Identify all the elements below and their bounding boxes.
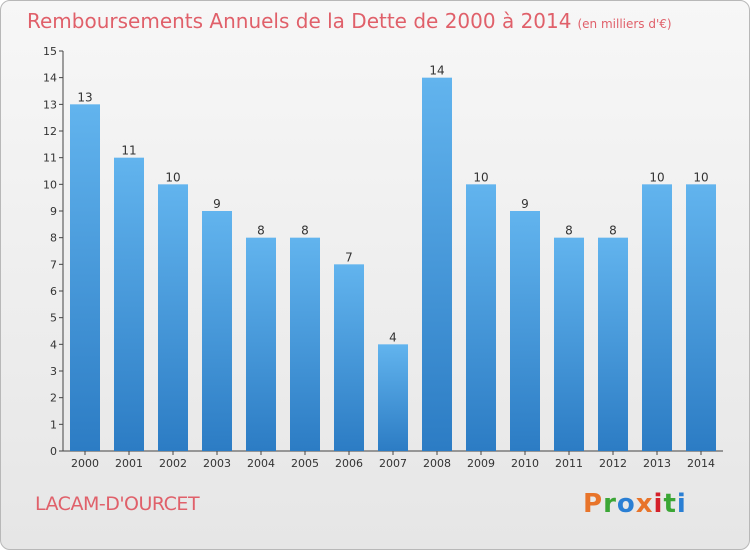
data-label: 9	[521, 197, 529, 211]
y-tick-label: 9	[50, 205, 57, 218]
bar-2010[interactable]	[510, 211, 540, 451]
bar-2002[interactable]	[158, 184, 188, 452]
bar-2006[interactable]	[334, 264, 364, 451]
y-tick-label: 11	[43, 152, 57, 165]
y-tick-label: 14	[43, 72, 57, 85]
logo-letter: x	[635, 489, 654, 519]
y-tick-label: 1	[50, 418, 57, 431]
y-tick-label: 10	[43, 178, 57, 191]
bar-2014[interactable]	[686, 184, 716, 452]
logo-letter: t	[663, 489, 677, 519]
y-tick-label: 7	[50, 258, 57, 271]
x-tick-label: 2005	[291, 457, 319, 470]
data-label: 8	[565, 224, 573, 238]
y-tick-label: 0	[50, 445, 57, 458]
y-tick-label: 4	[50, 338, 57, 351]
x-tick-label: 2012	[599, 457, 627, 470]
bar-2008[interactable]	[422, 77, 452, 452]
x-tick-label: 2007	[379, 457, 407, 470]
data-label: 8	[609, 224, 617, 238]
chart-title: Remboursements Annuels de la Dette de 20…	[27, 9, 672, 33]
x-tick-label: 2014	[687, 457, 715, 470]
bar-2013[interactable]	[642, 184, 672, 452]
commune-name: LACAM-D'OURCET	[35, 493, 200, 515]
y-tick-label: 6	[50, 285, 57, 298]
y-tick-label: 12	[43, 125, 57, 138]
bar-2009[interactable]	[466, 184, 496, 452]
x-tick-label: 2004	[247, 457, 275, 470]
x-tick-label: 2009	[467, 457, 495, 470]
y-tick-label: 13	[43, 98, 57, 111]
bar-2011[interactable]	[554, 237, 584, 451]
x-tick-label: 2002	[159, 457, 187, 470]
y-tick-label: 15	[43, 45, 57, 58]
logo-letter: P	[583, 489, 604, 519]
y-tick-label: 2	[50, 392, 57, 405]
bar-2012[interactable]	[598, 237, 628, 451]
logo-letter: o	[616, 489, 636, 519]
data-label: 4	[389, 330, 397, 344]
x-tick-label: 2001	[115, 457, 143, 470]
data-label: 13	[77, 90, 92, 104]
data-label: 10	[693, 170, 708, 184]
logo-letter: i	[676, 489, 687, 519]
bar-2000[interactable]	[70, 104, 100, 451]
x-tick-label: 2010	[511, 457, 539, 470]
bar-2004[interactable]	[246, 237, 276, 451]
data-label: 11	[121, 144, 136, 158]
data-label: 8	[301, 224, 309, 238]
data-label: 9	[213, 197, 221, 211]
y-tick-label: 3	[50, 365, 57, 378]
logo-letter: r	[603, 489, 617, 519]
data-label: 14	[429, 64, 444, 78]
data-label: 7	[345, 250, 353, 264]
chart-title-text: Remboursements Annuels de la Dette de 20…	[27, 9, 572, 33]
x-tick-label: 2008	[423, 457, 451, 470]
x-tick-label: 2000	[71, 457, 99, 470]
x-tick-label: 2006	[335, 457, 363, 470]
y-tick-label: 5	[50, 312, 57, 325]
y-tick-label: 8	[50, 232, 57, 245]
x-tick-label: 2013	[643, 457, 671, 470]
bar-2007[interactable]	[378, 344, 408, 451]
bar-2001[interactable]	[114, 157, 144, 451]
bar-2005[interactable]	[290, 237, 320, 451]
chart-unit-label: (en milliers d'€)	[577, 17, 672, 31]
data-label: 10	[649, 170, 664, 184]
x-tick-label: 2003	[203, 457, 231, 470]
proxiti-logo[interactable]: Proxiti	[583, 489, 687, 519]
data-label: 10	[473, 170, 488, 184]
data-label: 8	[257, 224, 265, 238]
data-label: 10	[165, 170, 180, 184]
bar-2003[interactable]	[202, 211, 232, 451]
logo-letter: i	[653, 489, 664, 519]
x-tick-label: 2011	[555, 457, 583, 470]
